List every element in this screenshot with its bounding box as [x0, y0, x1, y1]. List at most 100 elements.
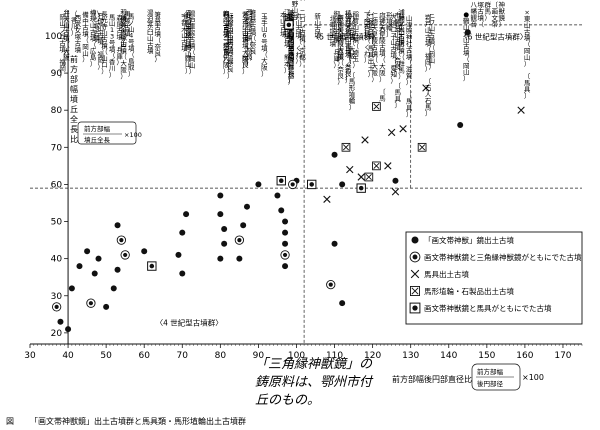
y-axis-label-char: 長 [70, 125, 78, 134]
point-label-char: 岡 [189, 55, 196, 63]
point-label-char: 福 [59, 57, 66, 66]
point-label-char: 〕 [499, 20, 506, 28]
point-label-char: 墳 [109, 44, 116, 53]
point-label: 九州古墳（大阪） 〔馬形埴輪〕 [349, 13, 356, 112]
x-formula-denominator: 後円部径 [477, 379, 504, 388]
point-label-char: 号 [261, 38, 268, 46]
point-label-char: 大 [349, 45, 356, 54]
point-label-char: 山 [394, 30, 401, 39]
y-tick-label: 60 [51, 180, 63, 190]
point-label-char: ） [372, 75, 379, 83]
x-formula-numerator: 前方部幅 [477, 367, 504, 376]
point-label-char: 山 [524, 52, 531, 61]
point-label-char: 石 [223, 11, 230, 19]
point-label-char: 本 [280, 10, 287, 19]
point-label-char: 岡 [97, 57, 104, 65]
point-label-char: ） [71, 29, 78, 37]
point-label-char: ） [246, 60, 253, 68]
point-label-char: 墳 [288, 34, 295, 43]
point-label: 雪野山古 墳 [292, 0, 306, 21]
point-label-char: 井 [345, 15, 352, 24]
point-label-char: 女 [75, 26, 82, 35]
point-label-char: 埴 [386, 17, 393, 26]
axes-layer: 30 40 50 60 70 80 90 100 110 120 130 140 150 160 17020… [24, 10, 583, 361]
note-line-3: 丘のもの。 [255, 393, 320, 408]
point-label-char: 良 [155, 48, 162, 57]
point-label-char: 古 [398, 32, 405, 41]
point-label: 本山古墳 [280, 10, 287, 38]
point-label-char: ） [288, 78, 295, 86]
point-label-char: 岡 [59, 13, 66, 21]
point-label-char: （ [295, 38, 302, 46]
point-label-char: 旅 [333, 16, 340, 25]
point-label-char: 丸 [185, 11, 192, 20]
point-label-char: 具 [368, 51, 375, 59]
y-formula-denominator: 墳丘全長 [84, 135, 111, 144]
point-label: 備中古墳（岡山） [82, 10, 89, 64]
point-label-char: 古 [189, 35, 196, 44]
point-label-char: 山 [345, 37, 352, 46]
dot-marker [175, 251, 182, 258]
point-label-char: ） [524, 60, 531, 68]
point-label-char: 兵 [333, 48, 340, 57]
point-label: 馬ノ山 4 号墳（鳥取） [128, 13, 135, 79]
point-label-char: 良 [246, 52, 253, 61]
cross-marker [399, 125, 407, 133]
point-label-char: 墳 [299, 33, 306, 42]
data-point: 二塚古墳（馬具出土） [361, 13, 375, 144]
point-label-char: 古 [63, 27, 70, 36]
point-label-char: 神 [499, 0, 506, 9]
point-label-char: ） [288, 62, 295, 70]
point-label-char [487, 20, 489, 28]
data-point: ●鶴山丸山古墳（岡山） [457, 11, 470, 129]
point-label: 大須二子山古墳（愛知） [391, 12, 398, 85]
point-label-char: 塚 [189, 28, 196, 37]
data-point: 山津照神社古墳（滋賀） 〔馬具〕 [399, 13, 413, 133]
point-label-char: 奈 [223, 41, 230, 50]
point-label-char: 川 [109, 65, 116, 73]
point-label-char: 州 [349, 20, 356, 28]
point-label-char: 墳 [128, 44, 135, 53]
point-label-char: 二 [391, 26, 398, 34]
data-point: 御旅山古墳（兵庫） [326, 9, 340, 290]
point-label-char: 庫 [333, 54, 340, 63]
point-label: 長光寺山古墳（山口） [101, 10, 108, 76]
point-label-char: 墳 [337, 52, 344, 61]
point-label-char: 獣 [499, 7, 506, 16]
point-label-char: （ [463, 55, 470, 63]
point-label-char: 備 [82, 10, 89, 19]
point-label-char: 良 [288, 69, 295, 78]
point-label-char: ） [227, 63, 234, 71]
point-label-char: 奈 [155, 42, 162, 51]
point-label-char: ） [485, 14, 492, 22]
point-label-char: （ [242, 48, 249, 56]
point-label-char: 古 [284, 33, 291, 42]
point-label-char: 谷 [227, 20, 234, 29]
point-label-char: 照 [406, 27, 413, 35]
point-label-char: 墳 [425, 38, 432, 47]
data-point: ニワ山古墳（岡山） [422, 12, 436, 92]
point-label-char: 權 [90, 8, 97, 17]
point-label-char: 墳 [120, 46, 127, 55]
data-point: 渋谷向山古墳（奈良） [221, 13, 234, 247]
x-tick-label: 150 [478, 351, 495, 361]
x-tick-label: 100 [288, 351, 305, 361]
data-point: 応神天皇陵古墳（大阪） 〔馬形埴輪〕 [372, 10, 393, 111]
point-label-char: 墳 [261, 43, 268, 52]
point-label: 山津照神社古墳（滋賀） 〔馬具〕 [406, 13, 413, 118]
point-label-char: ） [349, 59, 356, 67]
point-label-char: 山 [185, 17, 192, 26]
ring-marker-inner [282, 252, 288, 258]
point-label-char: 山 [185, 60, 192, 69]
point-label-char: 京 [299, 46, 306, 55]
point-label-char: 〕 [349, 103, 356, 111]
point-label-char: 山 [227, 32, 234, 41]
point-label-char: 古 [337, 27, 344, 36]
point-label-char: 〔 [524, 73, 531, 81]
point-label-char: 山 [463, 22, 470, 31]
point-label: 仁徳天皇陵古墳（大阪） [372, 10, 379, 83]
y-axis-label-char: 比 [70, 134, 78, 144]
x-tick-label: 110 [326, 351, 343, 361]
point-label-char: 新 [314, 11, 321, 20]
point-label-char: 幡 [471, 7, 478, 16]
